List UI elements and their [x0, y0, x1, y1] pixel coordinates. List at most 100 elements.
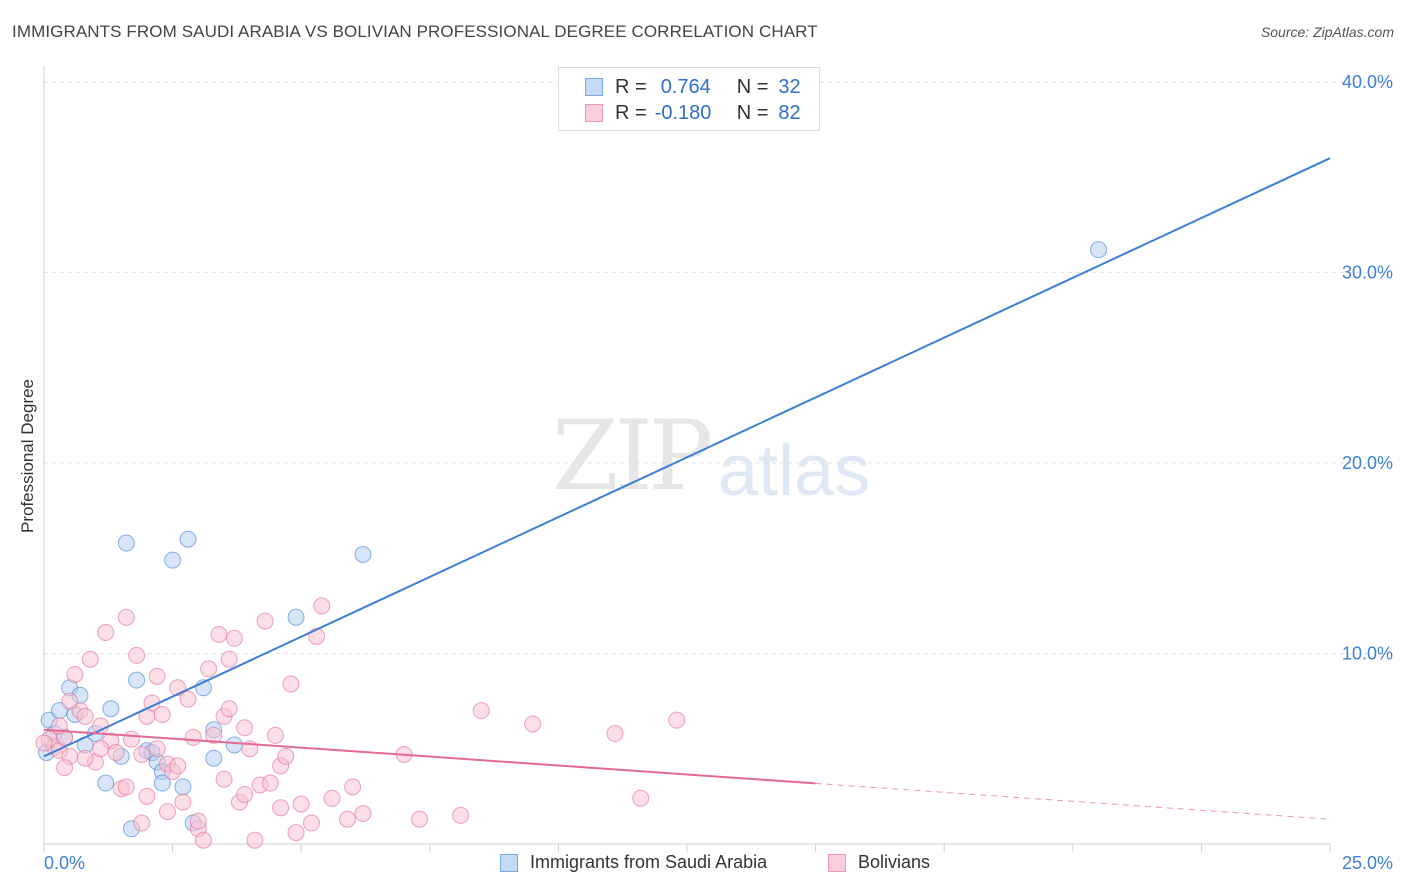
x-tick-label: 0.0%	[44, 853, 85, 873]
saudi-point	[354, 545, 372, 563]
bolivian-point	[632, 789, 650, 807]
saudi-point	[179, 530, 197, 548]
chart-title: IMMIGRANTS FROM SAUDI ARABIA VS BOLIVIAN…	[12, 22, 818, 41]
bolivian-point	[272, 799, 290, 817]
bolivian-point	[76, 749, 94, 767]
bolivian-point	[133, 814, 151, 832]
bolivian-point	[524, 715, 542, 733]
bolivian-point	[308, 627, 326, 645]
bolivian-point	[282, 675, 300, 693]
watermark-atlas: atlas	[718, 431, 871, 511]
swatch-bolivians	[828, 853, 846, 872]
saudi-point	[97, 774, 115, 792]
bolivian-point	[236, 719, 254, 737]
n-value: 82	[778, 101, 801, 124]
bolivian-point	[452, 806, 470, 824]
bolivian-point	[92, 717, 110, 735]
bolivian-point	[56, 759, 74, 777]
r-value: -0.180	[654, 101, 712, 124]
watermark-zip: ZIP	[552, 400, 713, 512]
y-tick-label: 30.0%	[1342, 263, 1393, 283]
bolivian-point	[354, 805, 372, 823]
bolivian-point	[133, 745, 151, 763]
bolivian-point	[61, 692, 79, 710]
bolivian-point	[313, 597, 331, 615]
bolivian-point	[138, 787, 156, 805]
bolivian-point	[277, 747, 295, 765]
swatch-saudi	[500, 853, 518, 872]
bolivian-point	[117, 778, 135, 796]
bolivian-point	[323, 789, 341, 807]
legend-item-bolivians[interactable]: Bolivians	[828, 852, 930, 873]
bolivian-point	[220, 650, 238, 668]
saudi-point	[117, 534, 135, 552]
bolivian-point	[158, 803, 176, 821]
r-value: 0.764	[660, 75, 711, 98]
legend-label-bolivians: Bolivians	[858, 852, 931, 872]
bolivian-point	[148, 667, 166, 685]
bolivian-point	[148, 740, 166, 758]
bolivian-point	[338, 810, 356, 828]
bolivian-trend-line	[43, 728, 816, 785]
bolivian-point	[344, 778, 362, 796]
bolivian-point	[606, 725, 624, 743]
bolivian-point	[411, 810, 429, 828]
bolivian-point	[153, 705, 171, 723]
stats-row-bolivians: R = -0.180 N = 82	[585, 101, 801, 125]
bolivian-point	[668, 711, 686, 729]
bolivian-point	[174, 793, 192, 811]
saudi-point	[225, 736, 243, 754]
saudi-point	[174, 778, 192, 796]
bolivian-point	[287, 824, 305, 842]
bolivian-point	[220, 700, 238, 718]
bolivian-trend-line-extension	[815, 782, 1331, 820]
bolivian-point	[210, 625, 228, 643]
bolivian-point	[122, 730, 140, 748]
bolivian-point	[292, 795, 310, 813]
bolivian-point	[128, 646, 146, 664]
bolivian-point	[302, 814, 320, 832]
saudi-point	[287, 608, 305, 626]
bolivian-point	[35, 734, 53, 752]
bolivian-point	[256, 612, 274, 630]
saudi-point	[153, 774, 171, 792]
n-label: N =	[736, 75, 769, 98]
n-label: N =	[736, 101, 769, 124]
bolivian-point	[169, 757, 187, 775]
bolivian-point	[200, 660, 218, 678]
n-value: 32	[778, 75, 801, 98]
stats-row-saudi: R = 0.764 N = 32	[585, 75, 801, 99]
bolivian-point	[261, 774, 279, 792]
bolivian-point	[117, 608, 135, 626]
bolivian-point	[97, 624, 115, 642]
y-axis-label: Professional Degree	[18, 378, 37, 534]
bolivian-point	[194, 831, 212, 849]
bolivian-point	[92, 740, 110, 758]
saudi-point	[128, 671, 146, 689]
x-tick-label: 25.0%	[1342, 853, 1393, 873]
bolivian-point	[225, 629, 243, 647]
r-label: R =	[615, 75, 647, 98]
legend-label-saudi: Immigrants from Saudi Arabia	[530, 852, 768, 872]
y-tick-label: 10.0%	[1342, 644, 1393, 664]
bolivian-point	[215, 770, 233, 788]
bolivian-point	[246, 831, 264, 849]
saudi-point	[1090, 241, 1108, 259]
bolivian-point	[66, 665, 84, 683]
bolivian-point	[179, 690, 197, 708]
saudi-point	[102, 700, 120, 718]
stats-legend: R = 0.764 N = 32 R = -0.180 N = 82	[558, 67, 820, 131]
bolivian-point	[76, 707, 94, 725]
bolivian-point	[107, 744, 125, 762]
saudi-trend-line	[43, 157, 1331, 758]
bolivian-point	[81, 650, 99, 668]
y-tick-label: 40.0%	[1342, 72, 1393, 92]
swatch-bolivians	[585, 104, 603, 122]
bolivian-point	[236, 785, 254, 803]
bolivian-point	[472, 702, 490, 720]
bolivian-point	[266, 726, 284, 744]
bolivian-point	[184, 728, 202, 746]
legend-item-saudi[interactable]: Immigrants from Saudi Arabia	[500, 852, 767, 873]
saudi-point	[205, 749, 223, 767]
